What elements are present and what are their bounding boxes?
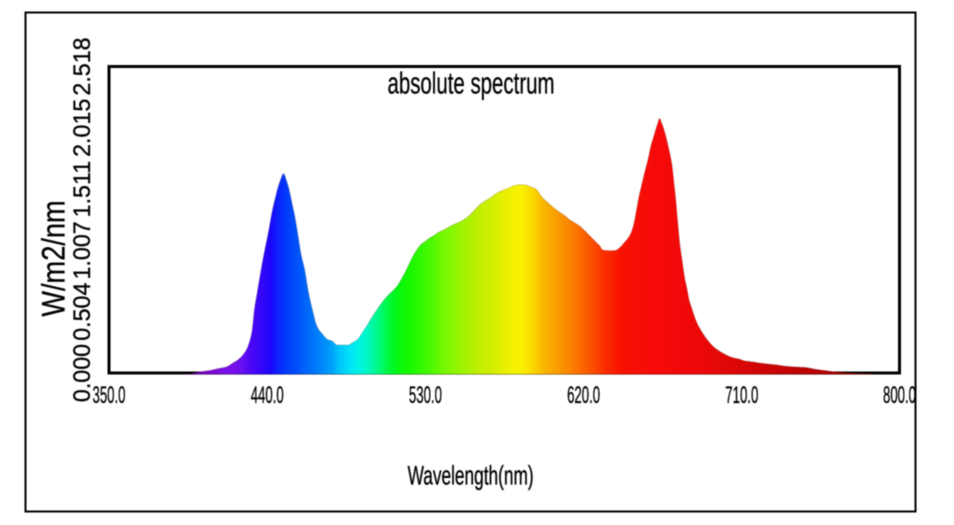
svg-text:W/m2/nm: W/m2/nm (36, 200, 72, 316)
svg-text:440.0: 440.0 (251, 382, 284, 409)
svg-text:620.0: 620.0 (567, 382, 600, 409)
svg-text:530.0: 530.0 (409, 382, 442, 409)
svg-text:710.0: 710.0 (725, 382, 758, 409)
svg-text:350.0: 350.0 (92, 382, 125, 409)
svg-text:2.015: 2.015 (70, 99, 96, 157)
svg-text:800.0: 800.0 (883, 382, 916, 409)
svg-text:1.007: 1.007 (70, 221, 96, 279)
svg-text:0.000: 0.000 (70, 344, 96, 402)
svg-text:0.504: 0.504 (70, 283, 96, 341)
svg-text:Wavelength(nm): Wavelength(nm) (408, 459, 534, 490)
svg-text:2.518: 2.518 (70, 37, 96, 95)
svg-text:1.511: 1.511 (70, 161, 96, 217)
svg-text:absolute spectrum: absolute spectrum (387, 65, 554, 100)
